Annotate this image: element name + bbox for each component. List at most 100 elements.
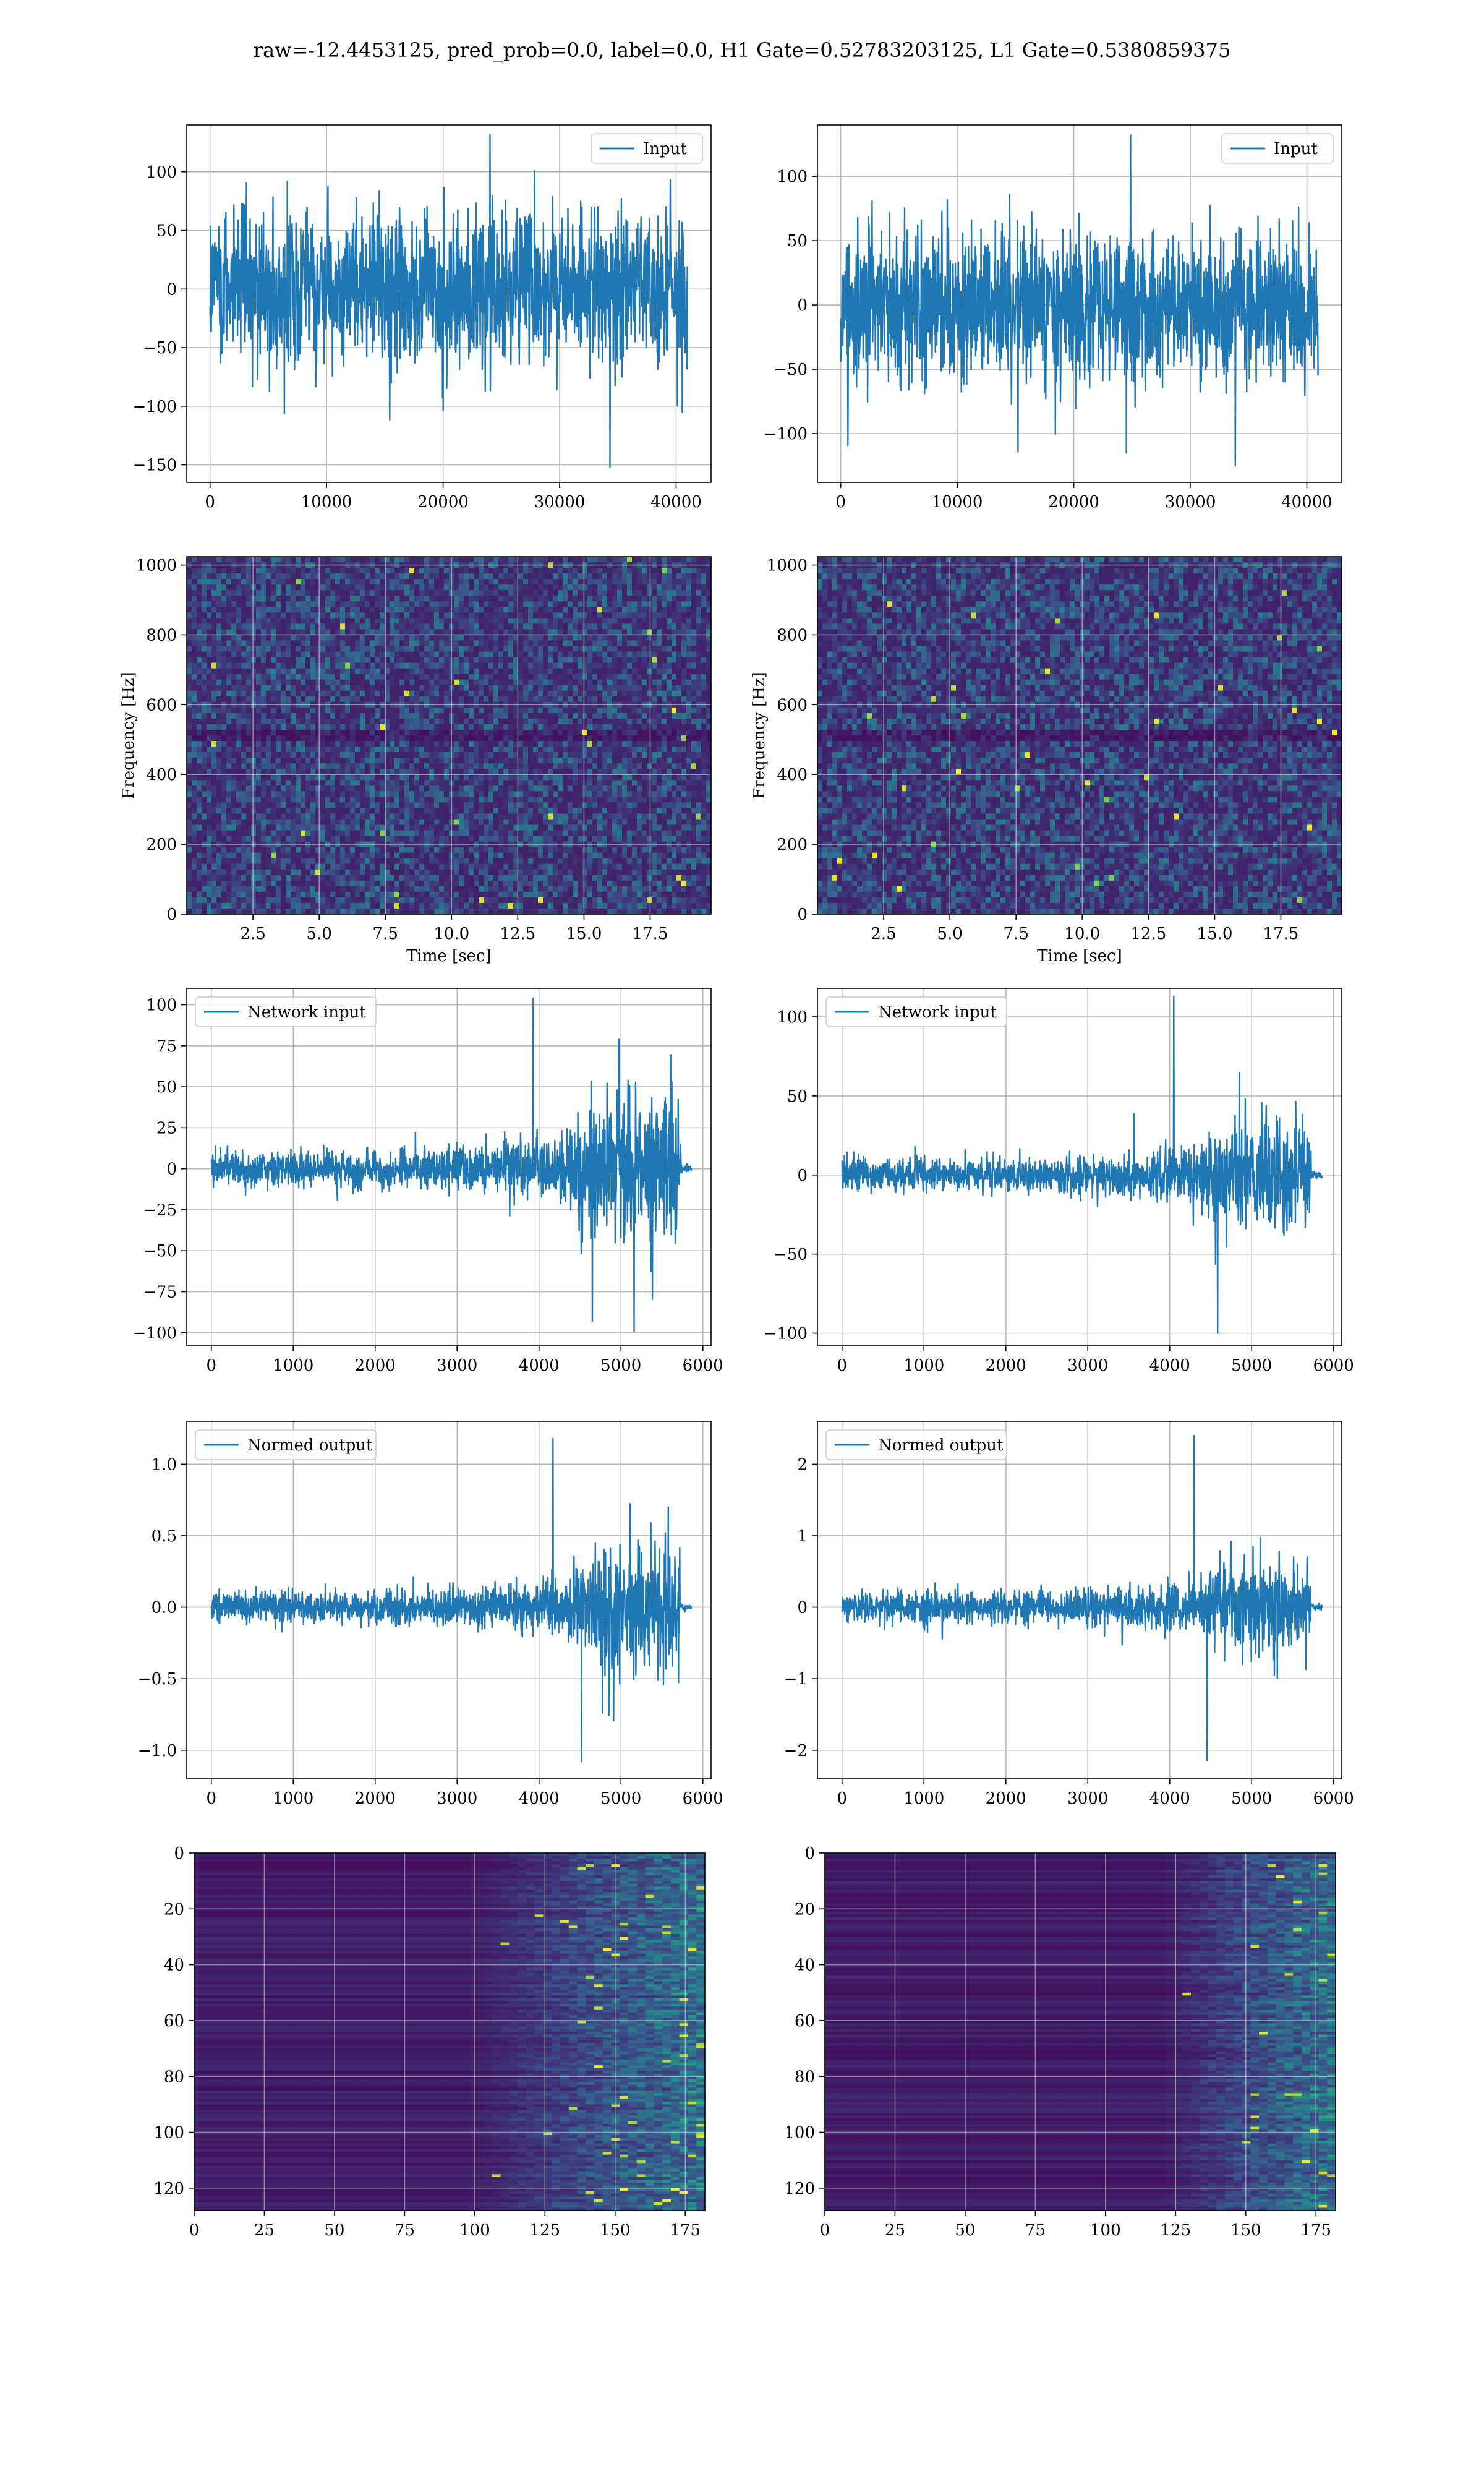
spectrogram-cell: [192, 718, 197, 725]
spectrogram-cell: [211, 690, 217, 697]
spectrogram-cell: [330, 612, 336, 618]
spectrogram-cell: [558, 718, 563, 725]
spectrogram-cell: [587, 662, 593, 669]
spectrogram-cell: [558, 557, 563, 563]
spectrogram-cell: [479, 646, 484, 653]
spectrogram-cell: [528, 707, 534, 714]
spectrogram-cell: [582, 584, 588, 591]
spectrogram-cell: [464, 646, 469, 653]
spectrogram-cell: [493, 735, 499, 742]
spectrogram-cell: [508, 685, 514, 691]
spectrogram-cell: [498, 668, 504, 675]
spectrogram-cell: [236, 646, 242, 653]
spectrogram-cell: [236, 735, 242, 742]
spectrogram-cell: [469, 802, 474, 809]
spectrogram-cell: [612, 690, 618, 697]
spectrogram-cell: [479, 763, 484, 769]
spectrogram-cell: [365, 797, 370, 803]
spectrogram-cell: [706, 651, 712, 658]
spectrogram-cell: [533, 802, 539, 809]
spectrogram-cell: [251, 657, 257, 664]
spectrogram-cell: [202, 579, 207, 585]
spectrogram-cell: [197, 696, 202, 703]
spectrogram-cell: [602, 573, 608, 580]
spectrogram-cell: [276, 802, 281, 809]
spectrogram-cell: [345, 707, 351, 714]
spectrogram-cell: [399, 562, 405, 568]
spectrogram-cell: [637, 579, 642, 585]
spectrogram-cell: [330, 668, 336, 675]
spectrogram-cell: [642, 752, 647, 758]
spectrogram-cell: [231, 584, 237, 591]
spectrogram-cell: [325, 674, 331, 680]
spectrogram-cell: [345, 584, 351, 591]
spectrogram-cell: [508, 635, 514, 641]
spectrogram-cell: [281, 568, 286, 574]
spectrogram-cell: [578, 562, 583, 568]
spectrogram-cell: [281, 635, 286, 641]
spectrogram-cell: [335, 685, 341, 691]
spectrogram-cell: [642, 662, 647, 669]
spectrogram-cell: [647, 791, 652, 797]
spectrogram-cell: [211, 640, 217, 647]
spectrogram-cell: [246, 808, 252, 815]
spectrogram-cell: [662, 741, 667, 747]
spectrogram-cell: [310, 752, 316, 758]
spectrogram-cell: [622, 584, 628, 591]
spectrogram-cell: [325, 769, 331, 775]
spectrogram-cell: [414, 685, 420, 691]
spectrogram-cell: [266, 701, 271, 708]
spectrogram-cell: [662, 646, 667, 653]
spectrogram-cell: [211, 780, 217, 786]
spectrogram-cell: [375, 718, 380, 725]
spectrogram-cell: [563, 802, 568, 809]
spectrogram-cell: [394, 668, 400, 675]
spectrogram-cell: [360, 701, 365, 708]
spectrogram-cell: [696, 763, 702, 769]
spectrogram-cell: [647, 562, 652, 568]
spectrogram-cell: [207, 802, 212, 809]
spectrogram-cell: [548, 573, 553, 580]
spectrogram-cell: [563, 635, 568, 641]
spectrogram-cell: [662, 769, 667, 775]
spectrogram-cell: [414, 707, 420, 714]
spectrogram-cell: [676, 797, 682, 803]
spectrogram-cell: [568, 601, 573, 607]
spectrogram-cell: [375, 668, 380, 675]
spectrogram-cell: [241, 729, 247, 736]
spectrogram-cell: [607, 696, 613, 703]
spectrogram-cell: [642, 679, 647, 686]
spectrogram-cell: [474, 713, 479, 719]
spectrogram-cell: [226, 797, 232, 803]
spectrogram-cell: [553, 601, 558, 607]
spectrogram-cell: [187, 763, 192, 769]
spectrogram-cell: [187, 557, 192, 563]
spectrogram-cell: [350, 646, 356, 653]
spectrogram-cell: [325, 718, 331, 725]
spectrogram-cell: [221, 707, 227, 714]
spectrogram-cell: [305, 780, 311, 786]
spectrogram-cell: [602, 612, 608, 618]
spectrogram-cell: [667, 623, 672, 630]
spectrogram-cell: [439, 629, 445, 636]
spectrogram-cell: [652, 780, 657, 786]
spectrogram-cell: [543, 674, 548, 680]
spectrogram-cell: [652, 707, 657, 714]
spectrogram-cell: [414, 629, 420, 636]
spectrogram-cell: [365, 612, 370, 618]
spectrogram-cell: [320, 785, 326, 792]
spectrogram-cell: [187, 769, 192, 775]
spectrogram-cell: [444, 679, 450, 686]
spectrogram-cell: [602, 735, 608, 742]
spectrogram-cell: [696, 618, 702, 624]
spectrogram-cell: [380, 651, 385, 658]
spectrogram-cell: [493, 629, 499, 636]
spectrogram-cell: [211, 707, 217, 714]
spectrogram-cell: [632, 568, 638, 574]
spectrogram-cell: [271, 718, 276, 725]
spectrogram-cell: [513, 718, 519, 725]
spectrogram-cell: [573, 657, 578, 664]
spectrogram-cell: [617, 747, 623, 753]
spectrogram-cell: [493, 763, 499, 769]
spectrogram-cell: [657, 802, 662, 809]
